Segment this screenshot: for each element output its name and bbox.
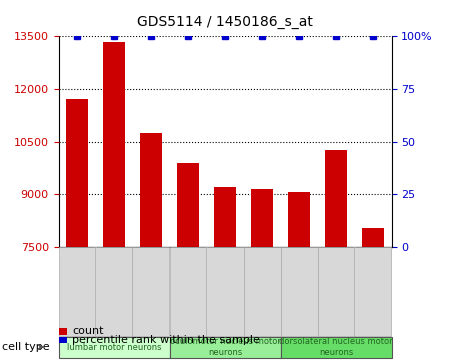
Bar <box>177 163 199 247</box>
Bar <box>214 187 236 247</box>
Text: percentile rank within the sample: percentile rank within the sample <box>72 335 260 345</box>
Bar <box>103 41 125 247</box>
Text: oculomotor nucleus motor
neurons: oculomotor nucleus motor neurons <box>170 337 280 357</box>
Text: cell type: cell type <box>2 342 50 352</box>
Bar <box>362 228 384 247</box>
Bar <box>251 189 273 247</box>
Text: GDS5114 / 1450186_s_at: GDS5114 / 1450186_s_at <box>137 15 313 29</box>
Text: count: count <box>72 326 104 337</box>
Bar <box>66 99 88 247</box>
Bar <box>325 150 347 247</box>
Text: lumbar motor neurons: lumbar motor neurons <box>67 343 161 351</box>
Bar <box>288 192 310 247</box>
Text: dorsolateral nucleus motor
neurons: dorsolateral nucleus motor neurons <box>279 337 393 357</box>
Bar <box>140 133 162 247</box>
